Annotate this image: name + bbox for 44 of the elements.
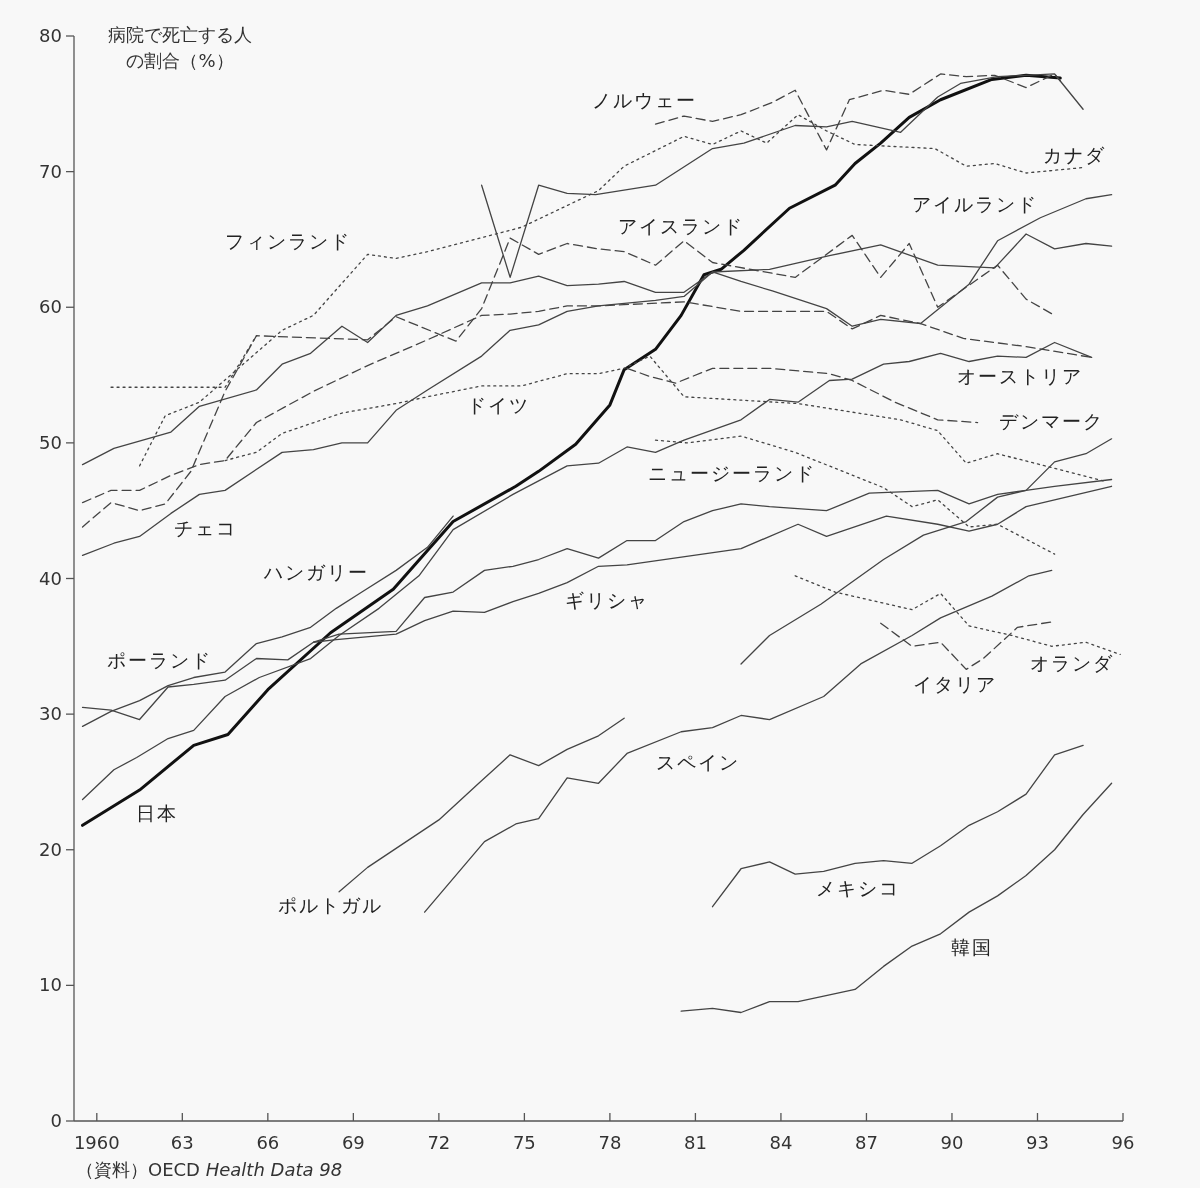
annotation: ポルトガル <box>278 894 384 917</box>
x-tick-label: 90 <box>940 1132 964 1153</box>
annotation: チェコ <box>173 517 237 540</box>
x-tick-label: 96 <box>1111 1132 1135 1153</box>
annotation: オーストリア <box>957 365 1084 388</box>
x-tick-label: 78 <box>598 1132 622 1153</box>
y-tick-label: 50 <box>39 431 62 453</box>
y-tick-label: 60 <box>39 296 62 318</box>
x-tick-label: 84 <box>769 1132 793 1153</box>
annotation: 韓国 <box>950 936 993 959</box>
x-tick-label: 66 <box>256 1132 280 1153</box>
y-tick-label: 0 <box>50 1110 62 1131</box>
y-axis-title: 病院で死亡する人の割合（%） <box>107 23 253 73</box>
text: （資料）OECD Health Data 98 <box>76 1159 343 1180</box>
y-tick-label: 70 <box>39 160 62 182</box>
annotation: アイルランド <box>911 193 1038 216</box>
annotation: メキシコ <box>815 876 900 899</box>
x-tick-label: 63 <box>170 1132 194 1153</box>
annotation: イタリア <box>912 673 997 696</box>
annotation: ハンガリー <box>262 560 369 583</box>
annotation: フィンランド <box>224 229 351 252</box>
x-tick-label: 87 <box>855 1132 878 1153</box>
x-tick-label: 93 <box>1026 1132 1049 1153</box>
annotation: ニュージーランド <box>648 461 817 484</box>
x-tick-label: 72 <box>427 1132 451 1153</box>
x-tick-label: 81 <box>683 1132 707 1153</box>
annotation: 日本 <box>135 802 178 825</box>
y-tick-label: 30 <box>39 703 62 725</box>
x-tick-label: 1960 <box>73 1132 120 1153</box>
y-tick-label: 10 <box>39 974 62 996</box>
x-tick-label: 75 <box>512 1132 536 1153</box>
annotation: ギリシャ <box>565 589 650 612</box>
annotation: ノルウェー <box>591 88 697 111</box>
y-tick-label: 80 <box>39 25 62 46</box>
y-tick-label: 20 <box>39 838 62 860</box>
annotation: オランダ <box>1029 651 1114 674</box>
annotation: デンマーク <box>999 410 1105 433</box>
y-tick-label: 40 <box>39 567 62 589</box>
annotation: カナダ <box>1043 144 1107 167</box>
annotation: ドイツ <box>467 393 531 416</box>
annotation: ポーランド <box>107 648 213 671</box>
annotation: アイスランド <box>618 214 745 237</box>
annotation: スペイン <box>656 750 741 773</box>
x-tick-label: 69 <box>341 1132 365 1153</box>
